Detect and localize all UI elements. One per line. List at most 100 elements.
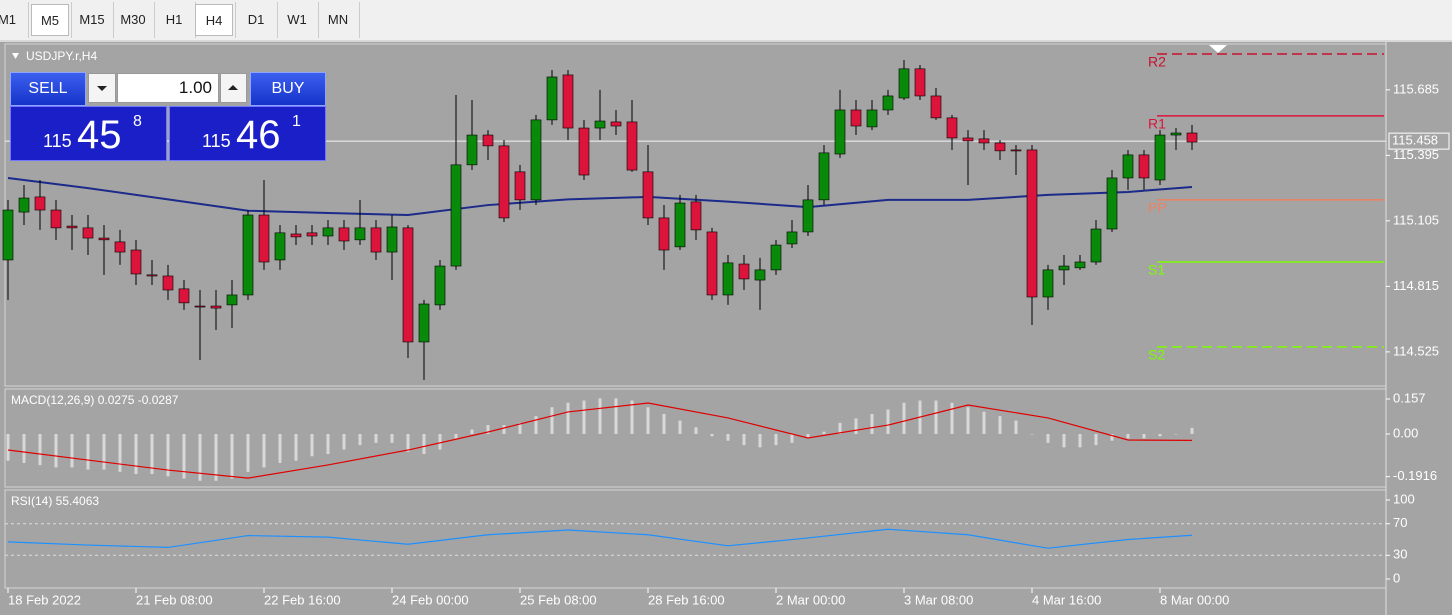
separator xyxy=(235,2,236,38)
y-tick-label: 30 xyxy=(1393,547,1407,562)
x-tick-label: 21 Feb 08:00 xyxy=(136,592,213,607)
candle-body xyxy=(898,68,910,99)
candle-body xyxy=(178,288,190,304)
timeframe-button[interactable]: W1 xyxy=(287,12,307,27)
macd-bar xyxy=(86,433,90,470)
macd-bar xyxy=(454,433,458,439)
macd-bar xyxy=(582,400,586,434)
x-tick-label: 24 Feb 00:00 xyxy=(392,592,469,607)
macd-bar xyxy=(374,433,378,443)
macd-bar xyxy=(886,409,890,434)
candle-body xyxy=(706,231,718,296)
x-tick-label: 4 Mar 16:00 xyxy=(1032,592,1101,607)
y-tick-label: -0.1916 xyxy=(1393,468,1437,483)
macd-bar xyxy=(358,433,362,446)
indicator-line xyxy=(7,528,1193,549)
macd-bar xyxy=(710,433,714,437)
macd-bar xyxy=(1110,433,1114,441)
timeframe-button[interactable]: MN xyxy=(327,12,349,27)
macd-bar xyxy=(998,416,1002,434)
macd-bar xyxy=(982,411,986,434)
macd-bar xyxy=(294,433,298,461)
macd-bar xyxy=(662,413,666,434)
macd-bar xyxy=(486,425,490,434)
candle-body xyxy=(34,196,46,211)
y-tick-label: 114.815 xyxy=(1393,278,1439,293)
candle-body xyxy=(834,109,846,155)
timeframe-button[interactable]: M5 xyxy=(31,4,69,36)
buy-price[interactable]: 115 46 1 xyxy=(169,106,326,161)
timeframe-button[interactable]: D1 xyxy=(247,12,265,27)
macd-bar xyxy=(502,425,506,434)
macd-bar xyxy=(966,407,970,434)
macd-bar xyxy=(470,429,474,434)
macd-bar xyxy=(390,433,394,443)
candle-body xyxy=(994,142,1006,152)
shift-marker xyxy=(1209,45,1227,53)
candle-body xyxy=(1186,132,1198,143)
sell-price[interactable]: 115 45 8 xyxy=(10,106,167,161)
macd-bar xyxy=(262,433,266,468)
price-small: 8 xyxy=(133,113,142,130)
timeframe-button[interactable]: H1 xyxy=(165,12,183,27)
macd-bar xyxy=(1062,433,1066,448)
up-arrow xyxy=(228,85,238,90)
lot-input[interactable]: 1.00 xyxy=(117,73,219,103)
macd-bar xyxy=(870,413,874,434)
sell-button[interactable]: SELL xyxy=(10,72,86,106)
macd-bar xyxy=(1142,433,1146,439)
candle-body xyxy=(914,68,926,97)
macd-bar xyxy=(934,400,938,434)
macd-bar xyxy=(198,433,202,481)
candle-body xyxy=(18,197,30,213)
candle-body xyxy=(1026,149,1038,298)
candle-body xyxy=(642,171,654,219)
pivot-label: PP xyxy=(1148,200,1167,216)
macd-bar xyxy=(854,418,858,434)
separator xyxy=(277,2,278,38)
pivot-label: S1 xyxy=(1148,262,1165,278)
macd-bar xyxy=(1014,420,1018,434)
candle-body xyxy=(866,109,878,128)
y-tick-label: 0.157 xyxy=(1393,390,1426,405)
pivot-label: R1 xyxy=(1148,116,1166,132)
price-main: 45 xyxy=(77,113,122,157)
candle-body xyxy=(770,244,782,271)
macd-bar xyxy=(150,433,154,475)
lot-up[interactable] xyxy=(220,73,247,103)
macd-bar xyxy=(246,433,250,472)
timeframe-button[interactable]: M30 xyxy=(120,12,146,27)
macd-bar xyxy=(1078,433,1082,448)
candle-body xyxy=(274,232,286,261)
macd-bar xyxy=(214,433,218,481)
macd-bar xyxy=(1190,427,1194,434)
timeframe-button[interactable]: H4 xyxy=(195,4,233,36)
macd-bar xyxy=(1046,433,1050,443)
separator xyxy=(28,2,29,38)
buy-button[interactable]: BUY xyxy=(250,72,326,106)
y-tick-label: 115.105 xyxy=(1393,212,1439,227)
candle-body xyxy=(1122,154,1134,179)
symbol-icon xyxy=(12,53,19,59)
candle-body xyxy=(578,127,590,176)
macd-bar xyxy=(118,433,122,472)
macd-bar xyxy=(326,433,330,455)
lot-down[interactable] xyxy=(88,73,116,103)
macd-bar xyxy=(278,433,282,463)
candle-body xyxy=(306,232,318,237)
x-tick-label: 22 Feb 16:00 xyxy=(264,592,341,607)
pivot-label: R2 xyxy=(1148,54,1166,70)
timeframe-button[interactable]: M1 xyxy=(0,12,17,27)
macd-bar xyxy=(822,431,826,434)
candle-body xyxy=(450,164,462,267)
candle-body xyxy=(1154,134,1166,181)
y-tick-label: 114.525 xyxy=(1393,343,1439,358)
candle-body xyxy=(594,120,606,129)
timeframe-button[interactable]: M15 xyxy=(79,12,105,27)
candle-body xyxy=(930,95,942,119)
candle-body xyxy=(626,121,638,171)
candle-body xyxy=(1042,269,1054,298)
macd-bar xyxy=(1094,433,1098,446)
